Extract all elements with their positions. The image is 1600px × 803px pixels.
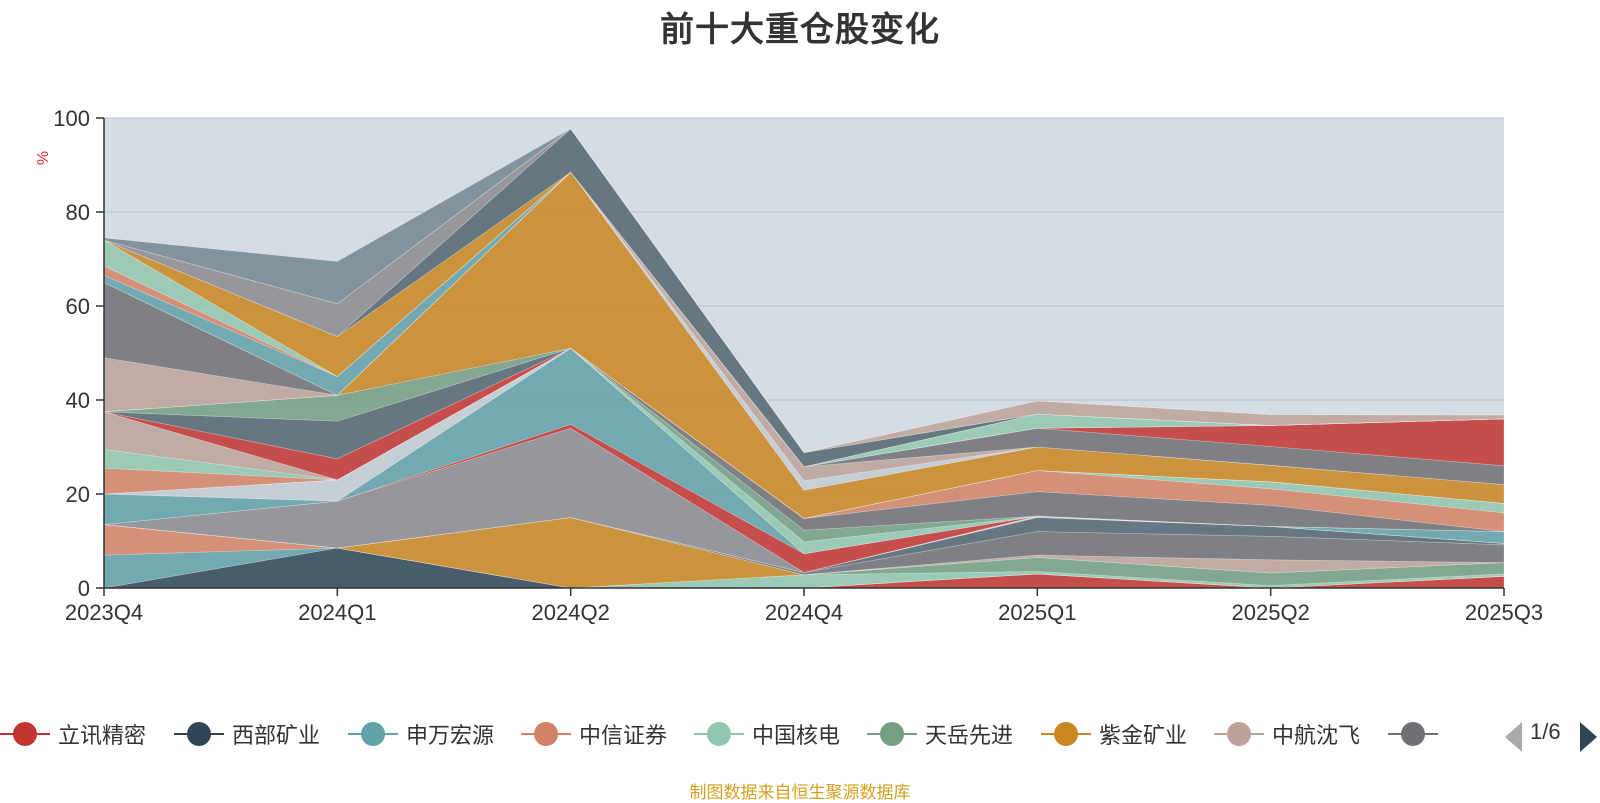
legend-marker-icon [867, 721, 917, 747]
y-tick-label: 0 [78, 576, 90, 601]
area-series-28 [103, 171, 1505, 468]
y-tick-label: 80 [66, 200, 90, 225]
area-series-24 [103, 171, 1505, 519]
stacked-area-chart: 0 20 40 60 80 100 2023Q4 2024Q1 2024Q2 2024Q4 2025… [35, 106, 1543, 625]
chart-title: 前十大重仓股变化 [660, 11, 940, 49]
x-tick-label: 2024Q1 [298, 600, 376, 625]
source-note: 制图数据来自恒生聚源数据库 [689, 783, 911, 802]
area-series-37 [103, 128, 1505, 453]
legend: 立讯精密 西部矿业 申万宏源 中信证券 中国核电 天岳先进 紫金矿业 中航沈飞 [0, 716, 1500, 752]
legend-marker-icon [174, 721, 224, 747]
x-tick-label: 2024Q2 [532, 600, 610, 625]
legend-marker-icon [348, 721, 398, 747]
area-series-8 [103, 517, 1505, 576]
legend-item[interactable]: 中国核电 [694, 716, 840, 752]
y-tick-label: 20 [66, 482, 90, 507]
x-tick-label: 2025Q1 [998, 600, 1076, 625]
area-series [103, 128, 1505, 589]
legend-label: 中信证券 [579, 723, 668, 748]
area-series-26 [103, 171, 1505, 485]
area-series-36 [103, 128, 1505, 453]
legend-label: 立讯精密 [58, 723, 147, 748]
legend-label: 中国核电 [752, 723, 841, 748]
y-axis-label: % [35, 151, 52, 165]
legend-item[interactable] [1388, 716, 1446, 752]
legend-item[interactable]: 西部矿业 [174, 716, 320, 752]
legend-item[interactable]: 天岳先进 [867, 716, 1013, 752]
legend-marker-icon [1388, 721, 1438, 747]
legend-label: 天岳先进 [925, 723, 1014, 748]
legend-item[interactable]: 紫金矿业 [1041, 716, 1187, 752]
legend-next-arrow-icon[interactable] [1580, 722, 1597, 752]
area-series-31 [103, 171, 1505, 468]
y-tick-label: 60 [66, 294, 90, 319]
area-series-20 [103, 347, 1505, 519]
legend-marker-icon [1041, 721, 1091, 747]
legend-label: 申万宏源 [406, 723, 495, 748]
x-tick-label: 2024Q4 [765, 600, 843, 625]
legend-page-indicator: 1/6 [1530, 719, 1561, 744]
legend-label: 西部矿业 [232, 723, 321, 748]
legend-item[interactable]: 立讯精密 [0, 716, 146, 752]
area-series-29 [103, 171, 1505, 468]
legend-item[interactable]: 申万宏源 [348, 716, 494, 752]
axes [96, 117, 1505, 596]
legend-pager: 1/6 [1500, 716, 1600, 752]
legend-label: 中航沈飞 [1272, 723, 1361, 748]
x-tick-label: 2025Q2 [1232, 600, 1310, 625]
legend-prev-arrow-icon[interactable] [1505, 722, 1522, 752]
axis-labels: 0 20 40 60 80 100 2023Q4 2024Q1 2024Q2 2024Q4 2025… [35, 106, 1543, 625]
y-tick-label: 100 [53, 106, 90, 131]
area-series-9 [103, 517, 1505, 573]
legend-label: 紫金矿业 [1099, 723, 1188, 748]
legend-item[interactable]: 中航沈飞 [1214, 716, 1360, 752]
x-tick-label: 2025Q3 [1465, 600, 1543, 625]
area-series-30 [103, 171, 1505, 468]
legend-item[interactable]: 中信证券 [521, 716, 667, 752]
legend-marker-icon [521, 721, 571, 747]
y-tick-label: 40 [66, 388, 90, 413]
legend-marker-icon [1214, 721, 1264, 747]
legend-marker-icon [694, 721, 744, 747]
legend-marker-icon [0, 721, 50, 747]
x-tick-label: 2023Q4 [65, 600, 143, 625]
